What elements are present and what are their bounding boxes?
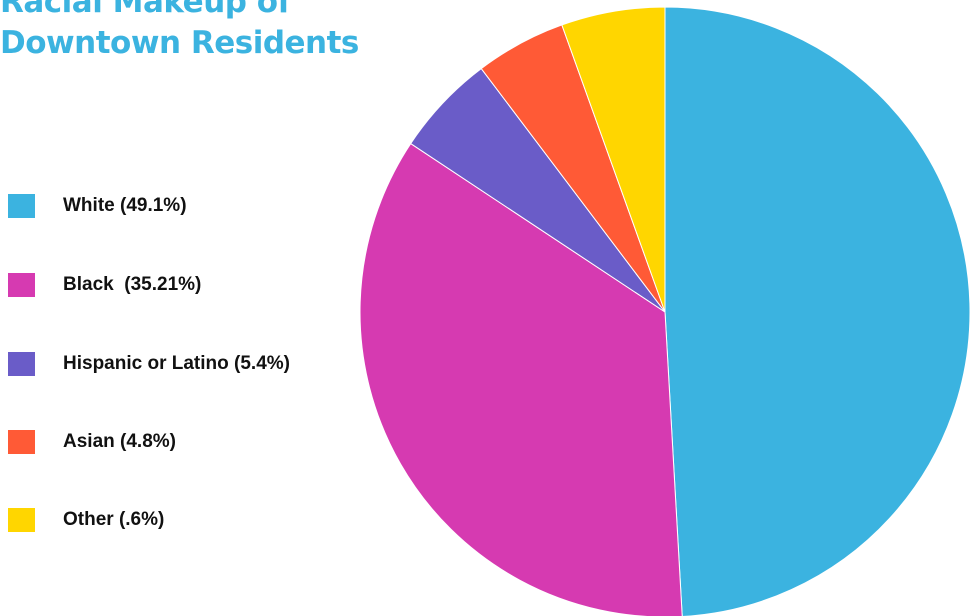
pie-slice-black	[359, 142, 683, 616]
legend-swatch-other	[8, 508, 35, 532]
legend-item-white: White (49.1%)	[8, 191, 187, 221]
legend-item-hispanic-or-latino: Hispanic or Latino (5.4%)	[8, 349, 290, 379]
legend-label-hispanic-or-latino: Hispanic or Latino (5.4%)	[63, 353, 290, 374]
legend-swatch-hispanic-or-latino	[8, 352, 35, 376]
legend-item-black: Black (35.21%)	[8, 270, 201, 300]
legend-label-white: White (49.1%)	[63, 195, 187, 216]
legend-label-other: Other (.6%)	[63, 509, 165, 530]
legend-label-black: Black (35.21%)	[63, 274, 202, 295]
legend-label-asian: Asian (4.8%)	[63, 431, 176, 452]
legend-item-asian: Asian (4.8%)	[8, 427, 176, 457]
chart-title-line-1: Racial Makeup of	[0, 0, 291, 20]
legend-swatch-black	[8, 273, 35, 297]
legend-item-other: Other (.6%)	[8, 505, 164, 535]
pie-slices	[359, 6, 970, 616]
legend-swatch-asian	[8, 430, 35, 454]
chart-title-line-2: Downtown Residents	[0, 25, 359, 61]
legend-swatch-white	[8, 194, 35, 218]
chart-title: Racial Makeup of Downtown Residents	[0, 0, 440, 64]
pie-slice-white	[664, 6, 970, 616]
pie-slice-other	[561, 6, 666, 313]
